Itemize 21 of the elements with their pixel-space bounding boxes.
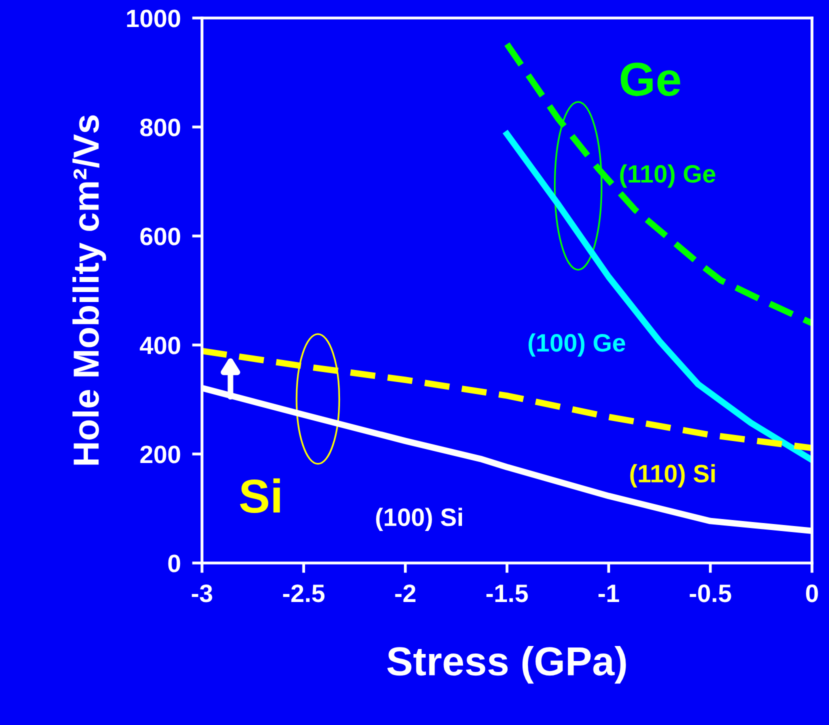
x-tick-label: 0 [806, 584, 818, 602]
x-tick-label: -2.5 [283, 584, 325, 602]
annotation: Si [240, 478, 280, 513]
series-label: (100) Ge [528, 333, 626, 357]
annotation: Ge [620, 62, 680, 96]
y-tick-label: 1000 [127, 10, 180, 28]
series-label: (110) Ge [620, 164, 716, 188]
y-tick-label: 800 [140, 118, 180, 136]
x-tick-label: -0.5 [690, 584, 732, 602]
y-tick-label: 400 [140, 336, 180, 354]
x-tick-label: -1 [598, 584, 620, 602]
series-label: (110) Si [630, 464, 715, 488]
y-tick-label: 600 [140, 228, 180, 246]
x-tick-label: -3 [192, 584, 212, 602]
x-tick-label: -1.5 [486, 584, 528, 602]
y-tick-label: 0 [168, 554, 180, 572]
text: (100) Si [376, 508, 462, 532]
y-tick-label: 200 [140, 446, 180, 464]
x-tick-label: -2 [395, 584, 416, 602]
y-axis-title: Hole Mobility cm²/Vs [72, 115, 106, 465]
x-axis-title: Stress (GPa) [387, 646, 626, 684]
